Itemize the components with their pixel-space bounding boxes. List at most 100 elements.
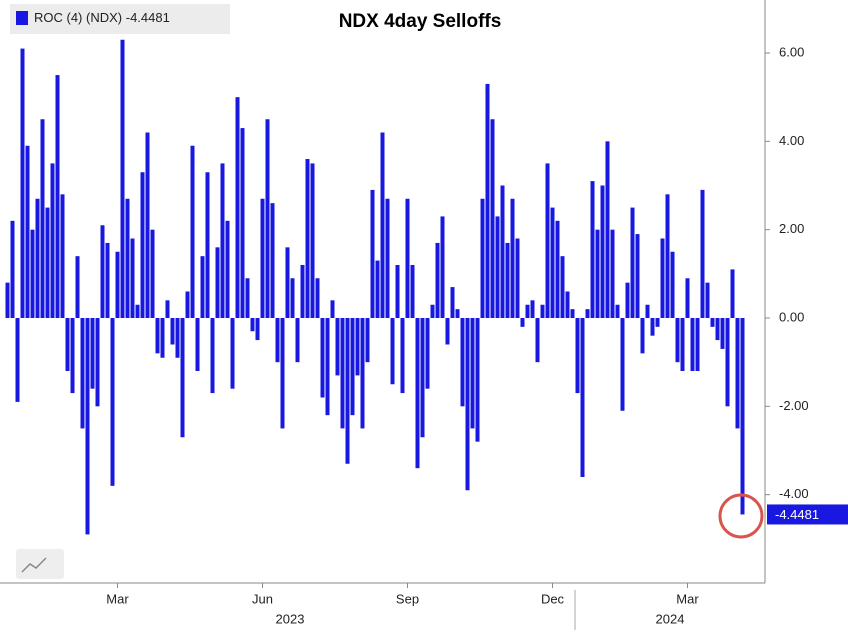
bar xyxy=(45,207,50,318)
bar xyxy=(365,318,370,363)
bar xyxy=(50,163,55,318)
chart-type-icon xyxy=(21,557,47,573)
bar xyxy=(490,119,495,318)
x-tick-label: Jun xyxy=(252,591,273,606)
bar xyxy=(430,304,435,318)
bar xyxy=(40,119,45,318)
bar xyxy=(515,238,520,318)
bar xyxy=(200,256,205,318)
bar xyxy=(205,172,210,318)
bar xyxy=(210,318,215,394)
bar xyxy=(325,318,330,416)
bar xyxy=(30,229,35,318)
bar xyxy=(355,318,360,376)
bar xyxy=(485,83,490,319)
bar xyxy=(125,198,130,318)
bar xyxy=(395,265,400,318)
bar xyxy=(595,229,600,318)
bar xyxy=(330,300,335,318)
y-tick-label: 0.00 xyxy=(779,309,804,324)
bar xyxy=(140,172,145,318)
bar xyxy=(585,309,590,318)
bar xyxy=(305,159,310,318)
bar xyxy=(575,318,580,394)
bar xyxy=(95,318,100,407)
legend-box xyxy=(10,4,230,34)
bar xyxy=(250,318,255,332)
bar xyxy=(155,318,160,354)
bar xyxy=(740,318,745,515)
bar xyxy=(615,304,620,318)
bar xyxy=(650,318,655,336)
bar xyxy=(215,247,220,318)
bar xyxy=(350,318,355,416)
bar xyxy=(425,318,430,389)
bar xyxy=(10,220,15,318)
bar xyxy=(70,318,75,394)
bar xyxy=(500,185,505,318)
bar xyxy=(410,265,415,318)
x-tick-label: Mar xyxy=(106,591,129,606)
bar xyxy=(665,194,670,318)
bar xyxy=(195,318,200,371)
bar xyxy=(265,119,270,318)
bar xyxy=(530,300,535,318)
bar xyxy=(285,247,290,318)
chart-title: NDX 4day Selloffs xyxy=(339,11,502,32)
bar xyxy=(510,198,515,318)
y-tick-label: -4.00 xyxy=(779,486,809,501)
bar xyxy=(570,309,575,318)
bar xyxy=(255,318,260,341)
bar xyxy=(120,39,125,318)
bar xyxy=(455,309,460,318)
legend-value: -4.4481 xyxy=(126,10,170,25)
x-tick-label: Mar xyxy=(676,591,699,606)
bar xyxy=(660,238,665,318)
bar xyxy=(55,75,60,318)
annotation-circle xyxy=(718,493,764,539)
y-tick-label: 2.00 xyxy=(779,221,804,236)
bar xyxy=(635,234,640,318)
bar xyxy=(695,318,700,371)
bar xyxy=(685,278,690,318)
bar xyxy=(385,198,390,318)
bar xyxy=(495,216,500,318)
bar xyxy=(730,269,735,318)
bar xyxy=(400,318,405,394)
bar xyxy=(630,207,635,318)
bar xyxy=(560,256,565,318)
bar xyxy=(295,318,300,363)
bar xyxy=(620,318,625,411)
bar xyxy=(370,189,375,318)
bar xyxy=(680,318,685,371)
bar xyxy=(280,318,285,429)
bar xyxy=(180,318,185,438)
y-tick-label: 6.00 xyxy=(779,44,804,59)
bar xyxy=(160,318,165,358)
bar xyxy=(300,265,305,318)
bar xyxy=(725,318,730,407)
bar xyxy=(705,282,710,318)
bar xyxy=(735,318,740,429)
bar xyxy=(175,318,180,358)
bar xyxy=(715,318,720,341)
bar xyxy=(15,318,20,402)
bar xyxy=(190,145,195,318)
bar xyxy=(100,225,105,318)
bar xyxy=(130,238,135,318)
bar xyxy=(565,291,570,318)
bar xyxy=(700,189,705,318)
bar xyxy=(605,141,610,318)
bar xyxy=(435,242,440,318)
bar xyxy=(675,318,680,363)
bar xyxy=(220,163,225,318)
bar xyxy=(640,318,645,354)
bar xyxy=(360,318,365,429)
bar xyxy=(320,318,325,398)
bar xyxy=(315,278,320,318)
bar xyxy=(275,318,280,363)
bar xyxy=(550,207,555,318)
bar xyxy=(335,318,340,376)
